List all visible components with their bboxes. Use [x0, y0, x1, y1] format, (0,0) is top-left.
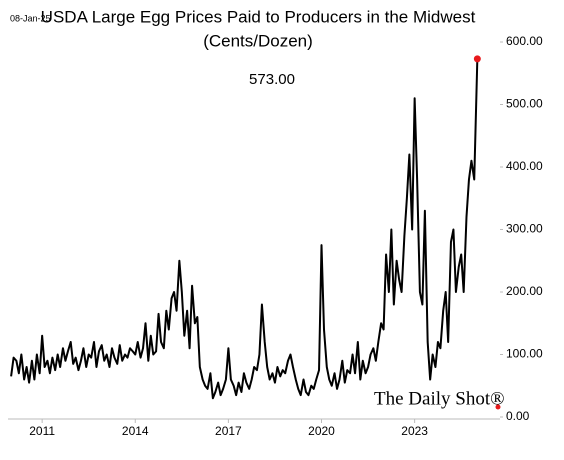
x-tick-label: 2017	[215, 424, 242, 438]
chart-title: USDA Large Egg Prices Paid to Producers …	[41, 7, 476, 26]
y-tick-label: 500.00	[506, 97, 543, 111]
last-point	[473, 55, 481, 63]
x-tick-label: 2014	[122, 424, 149, 438]
price-line	[10, 58, 479, 400]
y-tick-label: 200.00	[506, 284, 543, 298]
y-tick-label: 100.00	[506, 347, 543, 361]
y-tick-label: 400.00	[506, 159, 543, 173]
chart-subtitle: (Cents/Dozen)	[203, 31, 313, 50]
x-tick-label: 2011	[29, 424, 55, 438]
chart-date: 08-Jan-25	[10, 13, 51, 23]
watermark: The Daily Shot®	[374, 388, 505, 409]
y-tick-label: 600.00	[506, 34, 543, 48]
x-tick-label: 2020	[308, 424, 335, 438]
x-tick-label: 2023	[401, 424, 428, 438]
y-tick-label: 0.00	[506, 409, 530, 423]
annotation: 573.00	[249, 71, 295, 88]
watermark-dot	[495, 404, 501, 410]
y-tick-label: 300.00	[506, 222, 543, 236]
